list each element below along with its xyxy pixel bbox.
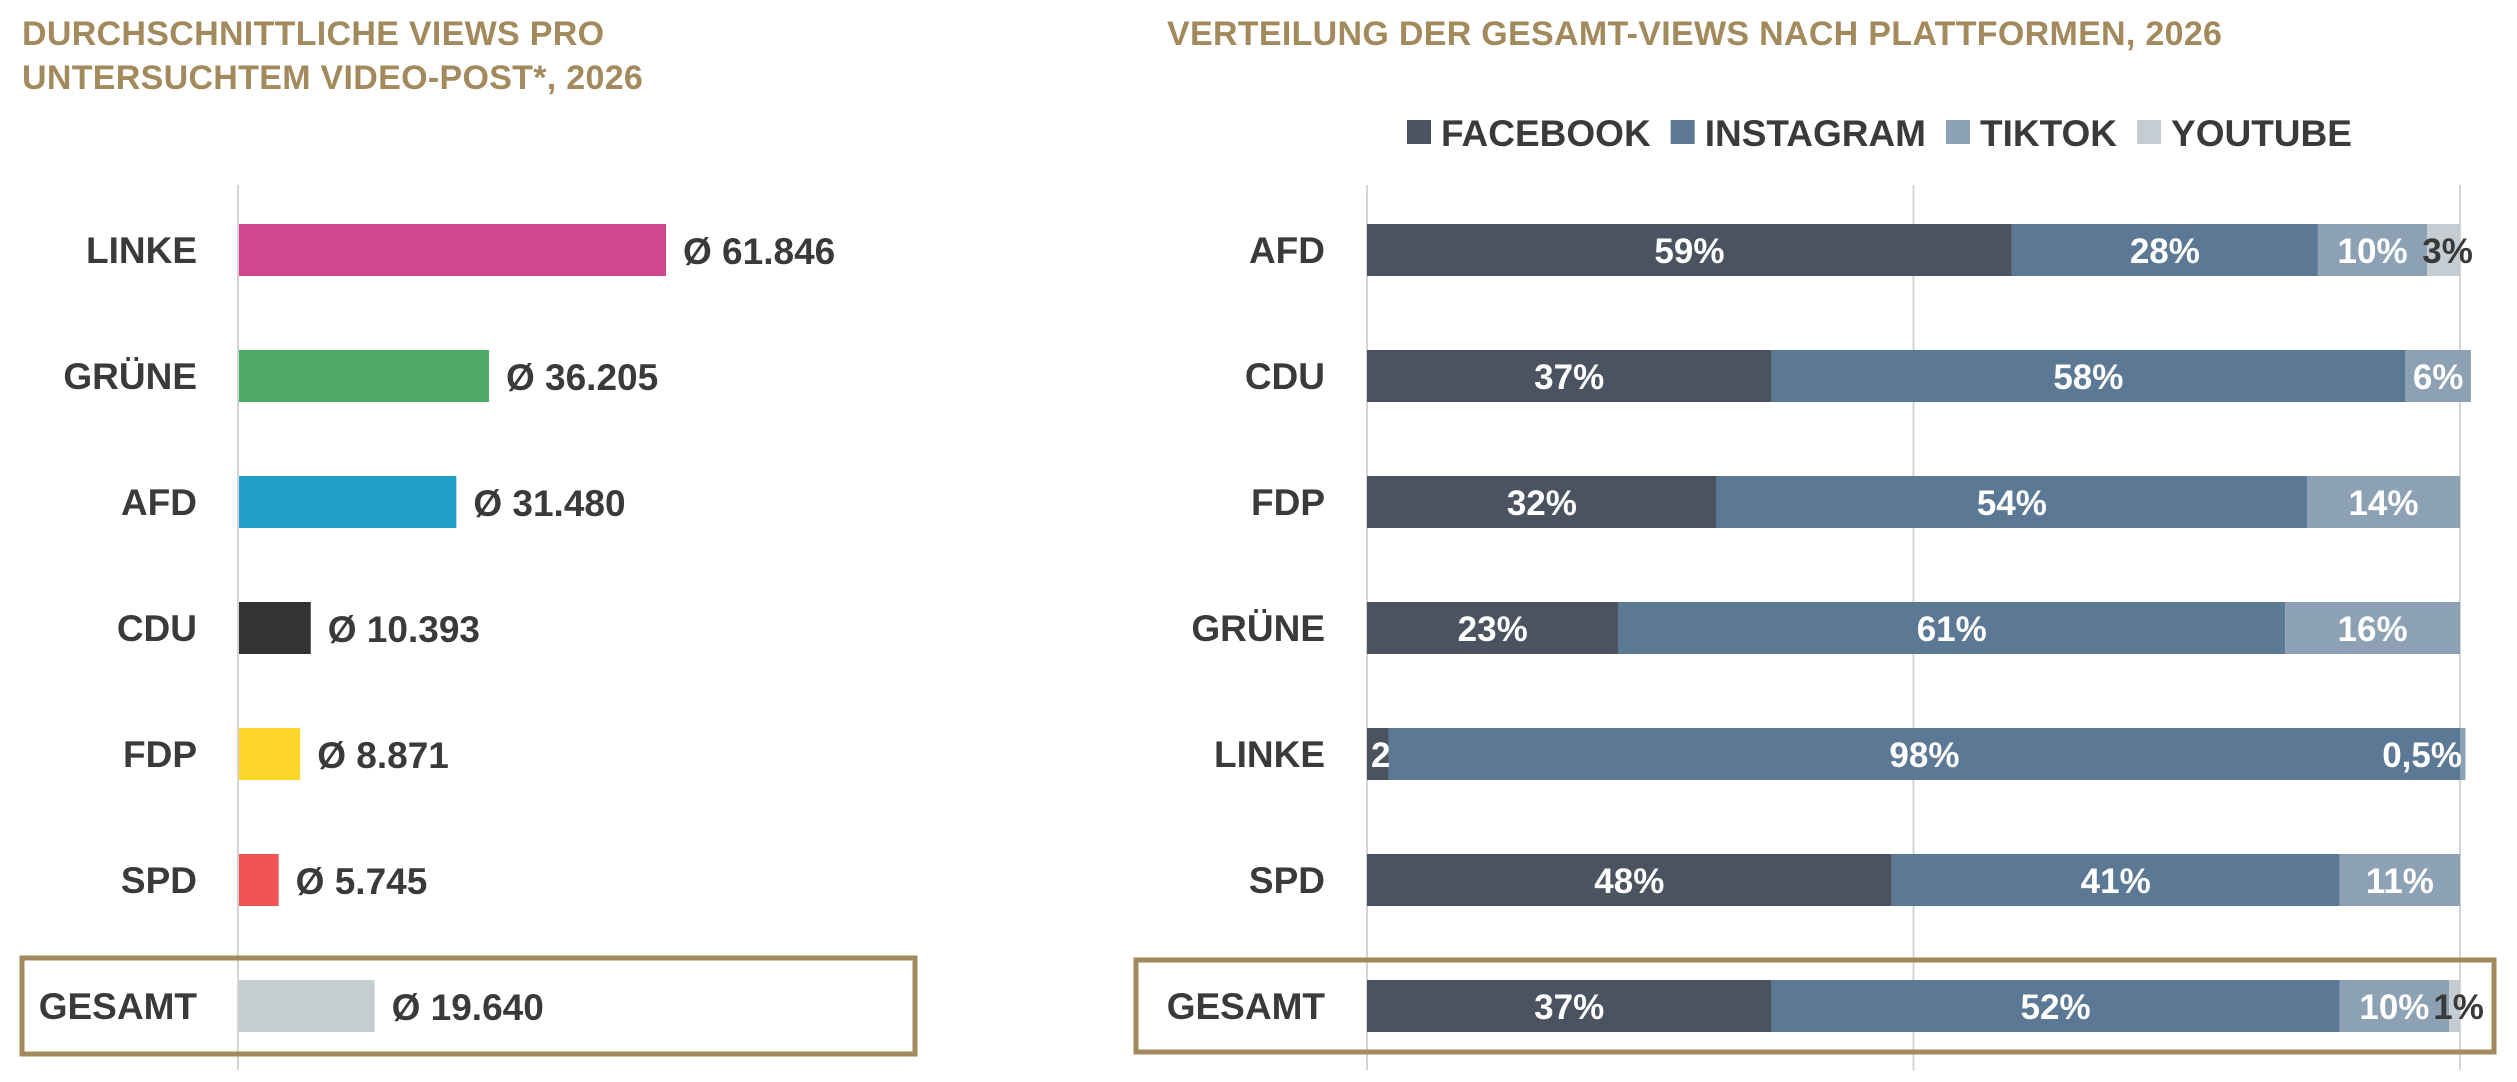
segment-label-grüne-tiktok: 16% [2338, 610, 2408, 649]
left-category-label-linke: LINKE [86, 230, 197, 271]
left-chart-title: DURCHSCHNITTLICHE VIEWS PRO UNTERSUCHTEM… [22, 15, 644, 97]
segment-grüne-facebook [1367, 602, 1619, 654]
segment-fdp-instagram [1716, 476, 2307, 528]
legend-label-instagram: INSTAGRAM [1705, 113, 1926, 154]
right-category-label-gesamt: GESAMT [1167, 986, 1326, 1027]
segment-gesamt-facebook [1367, 980, 1772, 1032]
right-category-label-fdp: FDP [1251, 482, 1325, 523]
left-value-label-grüne: Ø 36.205 [506, 357, 658, 398]
left-category-label-afd: AFD [121, 482, 197, 523]
left-category-label-spd: SPD [121, 860, 197, 901]
right-category-label-linke: LINKE [1214, 734, 1325, 775]
left-bar-gesamt [239, 980, 375, 1032]
left-category-label-gesamt: GESAMT [39, 986, 198, 1027]
left-category-label-cdu: CDU [117, 608, 197, 649]
left-value-label-cdu: Ø 10.393 [328, 609, 480, 650]
right-chart-title: VERTEILUNG DER GESAMT-VIEWS NACH PLATTFO… [1167, 15, 2223, 53]
segment-label-grüne-instagram: 61% [1917, 610, 1987, 649]
segment-label-cdu-instagram: 58% [2053, 358, 2123, 397]
segment-label-fdp-tiktok: 14% [2348, 484, 2418, 523]
segment-label-gesamt-youtube: 1% [2433, 988, 2484, 1027]
segment-linke-tiktok [2460, 728, 2466, 780]
segment-spd-facebook [1367, 854, 1892, 906]
legend-swatch-youtube [2137, 120, 2162, 144]
segment-label-afd-facebook: 59% [1654, 232, 1724, 271]
segment-linke-facebook [1367, 728, 1389, 780]
segment-afd-instagram [2011, 224, 2318, 276]
segment-label-gesamt-facebook: 37% [1534, 988, 1604, 1027]
left-value-label-linke: Ø 61.846 [683, 231, 835, 272]
segment-label-spd-tiktok: 11% [2366, 862, 2434, 901]
segment-label-spd-instagram: 41% [2081, 862, 2151, 901]
segment-label-gesamt-tiktok: 10% [2359, 988, 2429, 1027]
legend-swatch-instagram [1670, 120, 1695, 144]
left-category-label-fdp: FDP [123, 734, 197, 775]
left-value-label-fdp: Ø 8.871 [317, 735, 449, 776]
segment-gesamt-youtube [2449, 980, 2460, 1032]
segment-afd-facebook [1367, 224, 2012, 276]
right-category-label-grüne: GRÜNE [1191, 608, 1325, 649]
left-bar-cdu [239, 602, 311, 654]
segment-gesamt-tiktok [2339, 980, 2450, 1032]
segment-spd-tiktok [2339, 854, 2460, 906]
left-bar-afd [239, 476, 457, 528]
segment-grüne-tiktok [2285, 602, 2460, 654]
segment-label-afd-instagram: 28% [2130, 232, 2200, 271]
segment-spd-instagram [1891, 854, 2340, 906]
left-highlight-box [19, 955, 918, 1057]
right-highlight-box [1133, 957, 2497, 1055]
segment-label-cdu-facebook: 37% [1534, 358, 1604, 397]
right-category-label-cdu: CDU [1245, 356, 1325, 397]
legend-label-tiktok: TIKTOK [1980, 113, 2117, 154]
segment-cdu-instagram [1771, 350, 2406, 402]
left-value-label-afd: Ø 31.480 [473, 483, 625, 524]
segment-linke-instagram [1388, 728, 2460, 780]
legend-swatch-facebook [1407, 120, 1431, 144]
left-category-label-grüne: GRÜNE [63, 356, 197, 397]
left-bar-fdp [239, 728, 301, 780]
segment-fdp-facebook [1367, 476, 1717, 528]
segment-afd-youtube [2427, 224, 2460, 276]
segment-label-fdp-facebook: 32% [1507, 484, 1577, 523]
segment-label-fdp-instagram: 54% [1977, 484, 2047, 523]
segment-cdu-facebook [1367, 350, 1772, 402]
segment-grüne-instagram [1618, 602, 2286, 654]
left-value-label-gesamt: Ø 19.640 [392, 987, 544, 1028]
segment-label-afd-youtube: 3% [2422, 232, 2473, 271]
segment-cdu-tiktok [2405, 350, 2471, 402]
right-category-label-spd: SPD [1249, 860, 1325, 901]
segment-afd-tiktok [2317, 224, 2428, 276]
segment-label-afd-tiktok: 10% [2338, 232, 2408, 271]
left-bar-grüne [239, 350, 489, 402]
legend-label-youtube: YOUTUBE [2171, 113, 2352, 154]
segment-label-linke-instagram: 98% [1889, 736, 1959, 775]
segment-label-grüne-facebook: 23% [1458, 610, 1528, 649]
segment-gesamt-instagram [1771, 980, 2340, 1032]
segment-label-linke-tiktok: 0,5% [2382, 736, 2462, 775]
right-category-label-afd: AFD [1249, 230, 1325, 271]
segment-label-spd-facebook: 48% [1594, 862, 1664, 901]
segment-fdp-tiktok [2306, 476, 2460, 528]
legend-label-facebook: FACEBOOK [1441, 113, 1651, 154]
left-value-label-spd: Ø 5.745 [296, 861, 428, 902]
legend-swatch-tiktok [1945, 120, 1970, 144]
segment-label-cdu-tiktok: 6% [2413, 358, 2464, 397]
left-bar-spd [239, 854, 279, 906]
left-bar-linke [239, 224, 666, 276]
segment-label-gesamt-instagram: 52% [2021, 988, 2091, 1027]
